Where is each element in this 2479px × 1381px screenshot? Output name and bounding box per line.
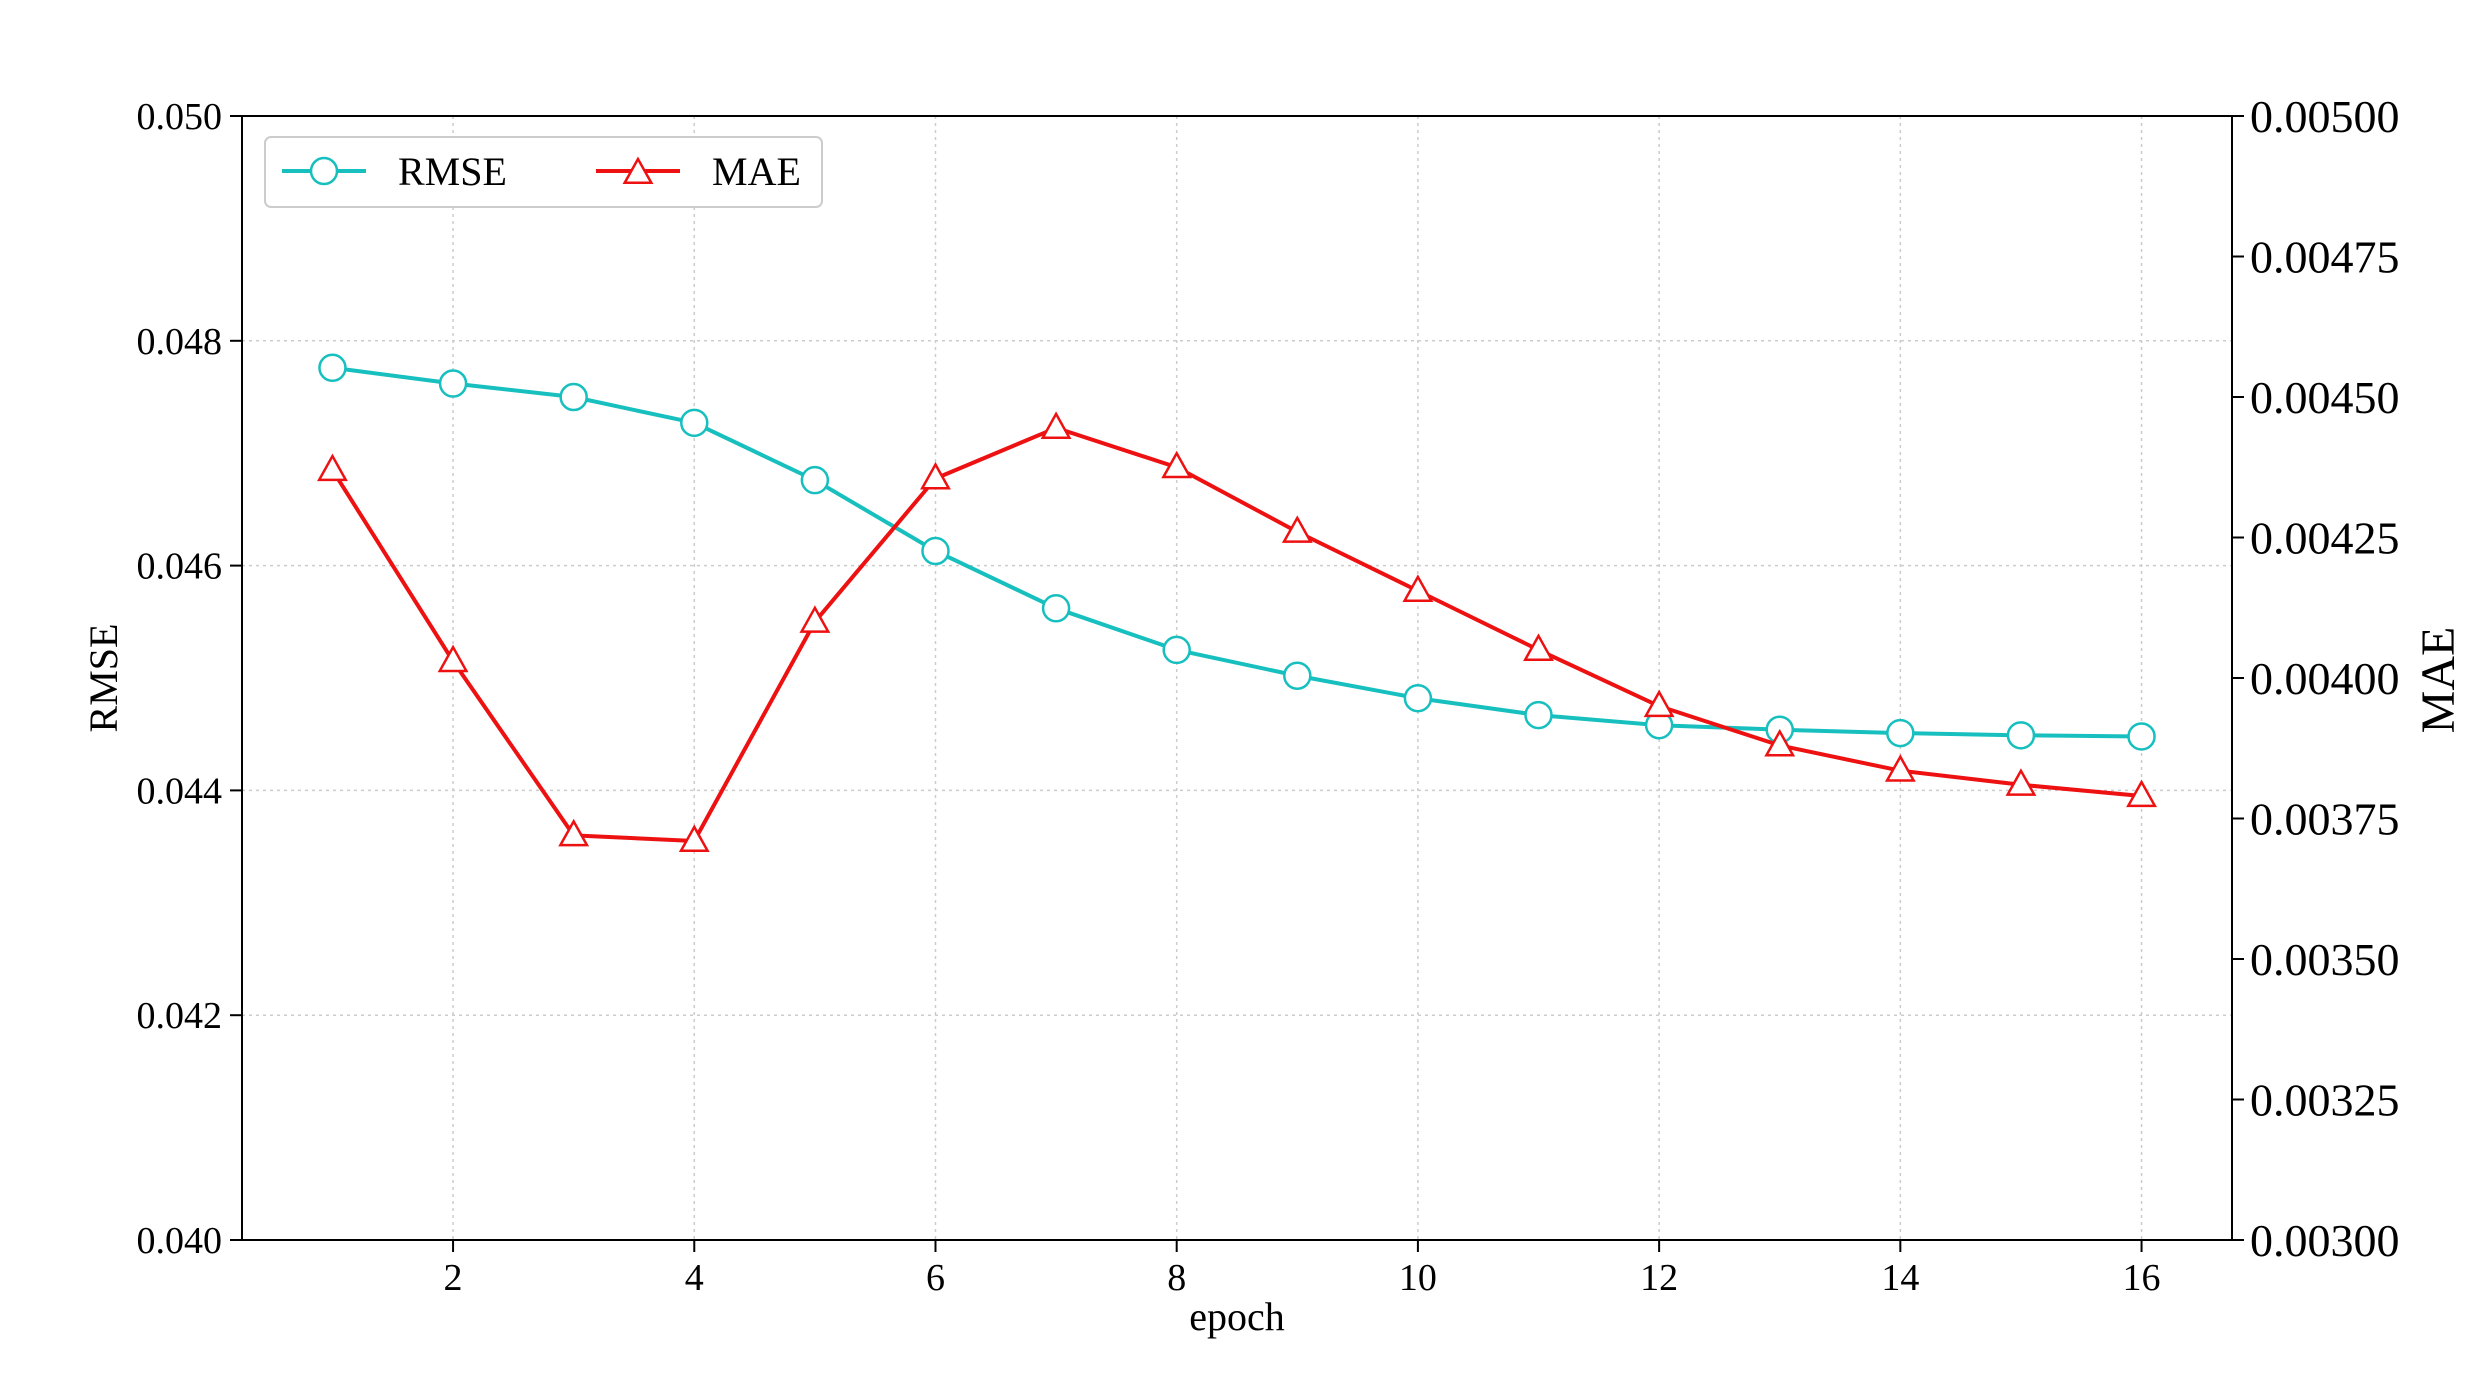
legend-box bbox=[264, 136, 823, 208]
left-y-tick-label: 0.050 bbox=[137, 96, 223, 138]
mae-data-point bbox=[1884, 754, 1916, 782]
x-tick-label: 10 bbox=[1399, 1257, 1437, 1299]
rmse-data-point bbox=[1403, 683, 1433, 713]
left-y-tick-label: 0.044 bbox=[137, 770, 223, 812]
rmse-data-point bbox=[921, 536, 950, 566]
rmse-data-point bbox=[1886, 718, 1915, 748]
mae-data-point bbox=[1281, 515, 1313, 543]
x-tick-label: 4 bbox=[685, 1257, 704, 1299]
series-layer bbox=[317, 353, 2157, 853]
left-y-tick-label: 0.046 bbox=[137, 546, 223, 588]
left-y-tick-label: 0.048 bbox=[137, 321, 223, 363]
right-y-tick-label: 0.00400 bbox=[2250, 653, 2400, 704]
mae-data-point bbox=[2005, 768, 2037, 796]
rmse-data-point bbox=[800, 465, 830, 495]
legend-rmse-marker bbox=[309, 156, 339, 186]
mae-data-point bbox=[1764, 728, 1796, 757]
x-tick-label: 12 bbox=[1640, 1257, 1678, 1299]
mae-data-point bbox=[317, 453, 348, 482]
right-y-tick-label: 0.00450 bbox=[2250, 372, 2400, 423]
mae-data-point bbox=[558, 818, 590, 847]
left-y-tick-label: 0.042 bbox=[137, 995, 223, 1037]
mae-data-point bbox=[1161, 450, 1193, 479]
rmse-data-point bbox=[318, 353, 347, 383]
mae-data-point bbox=[1040, 411, 1072, 439]
rmse-data-point bbox=[1524, 700, 1553, 730]
axis-ticks: 2 4 6 8 10 12 14 16 0.040 0.042 0.044 0.046 0.048 0.0… bbox=[137, 91, 2400, 1299]
left-y-axis-title: RMSE bbox=[81, 624, 126, 733]
x-tick-label: 8 bbox=[1167, 1257, 1186, 1299]
right-y-tick-label: 0.00350 bbox=[2250, 934, 2400, 985]
mae-data-point bbox=[1643, 689, 1675, 718]
mae-data-point bbox=[920, 461, 951, 490]
mae-data-point bbox=[678, 824, 710, 853]
rmse-data-point bbox=[1162, 635, 1191, 665]
grid-lines bbox=[242, 116, 2232, 1240]
right-y-tick-label: 0.00375 bbox=[2250, 794, 2400, 845]
rmse-data-point bbox=[1041, 594, 1071, 623]
right-y-tick-label: 0.00475 bbox=[2250, 232, 2400, 283]
right-y-tick-label: 0.00325 bbox=[2250, 1075, 2400, 1126]
series-mae-line bbox=[330, 425, 2142, 843]
rmse-data-point bbox=[438, 369, 468, 398]
mae-data-point bbox=[799, 605, 831, 633]
rmse-data-point bbox=[2127, 722, 2156, 751]
rmse-data-point bbox=[559, 382, 588, 412]
legend: RMSE MAE bbox=[264, 136, 823, 208]
rmse-data-point bbox=[1283, 661, 1312, 691]
x-tick-label: 6 bbox=[926, 1257, 945, 1299]
legend-mae-label: MAE bbox=[712, 149, 801, 194]
legend-rmse-label: RMSE bbox=[398, 149, 507, 194]
x-axis-title: epoch bbox=[1189, 1294, 1285, 1339]
mae-data-point bbox=[2126, 779, 2157, 808]
mae-data-point bbox=[1523, 633, 1554, 661]
legend-mae-marker bbox=[622, 156, 654, 185]
right-y-tick-label: 0.00300 bbox=[2250, 1215, 2400, 1266]
left-y-tick-label: 0.040 bbox=[137, 1220, 223, 1262]
series-rmse-line bbox=[332, 365, 2142, 739]
mae-data-point bbox=[437, 644, 469, 673]
mae-data-point bbox=[1402, 574, 1434, 602]
rmse-data-point bbox=[2006, 721, 2036, 750]
x-tick-label: 16 bbox=[2123, 1257, 2161, 1299]
right-y-tick-label: 0.00500 bbox=[2250, 91, 2400, 142]
x-tick-label: 14 bbox=[1881, 1257, 1919, 1299]
rmse-data-point bbox=[680, 408, 709, 438]
right-y-axis-title: MAE bbox=[2412, 627, 2465, 734]
x-tick-label: 2 bbox=[444, 1257, 463, 1299]
right-y-tick-label: 0.00425 bbox=[2250, 513, 2400, 564]
